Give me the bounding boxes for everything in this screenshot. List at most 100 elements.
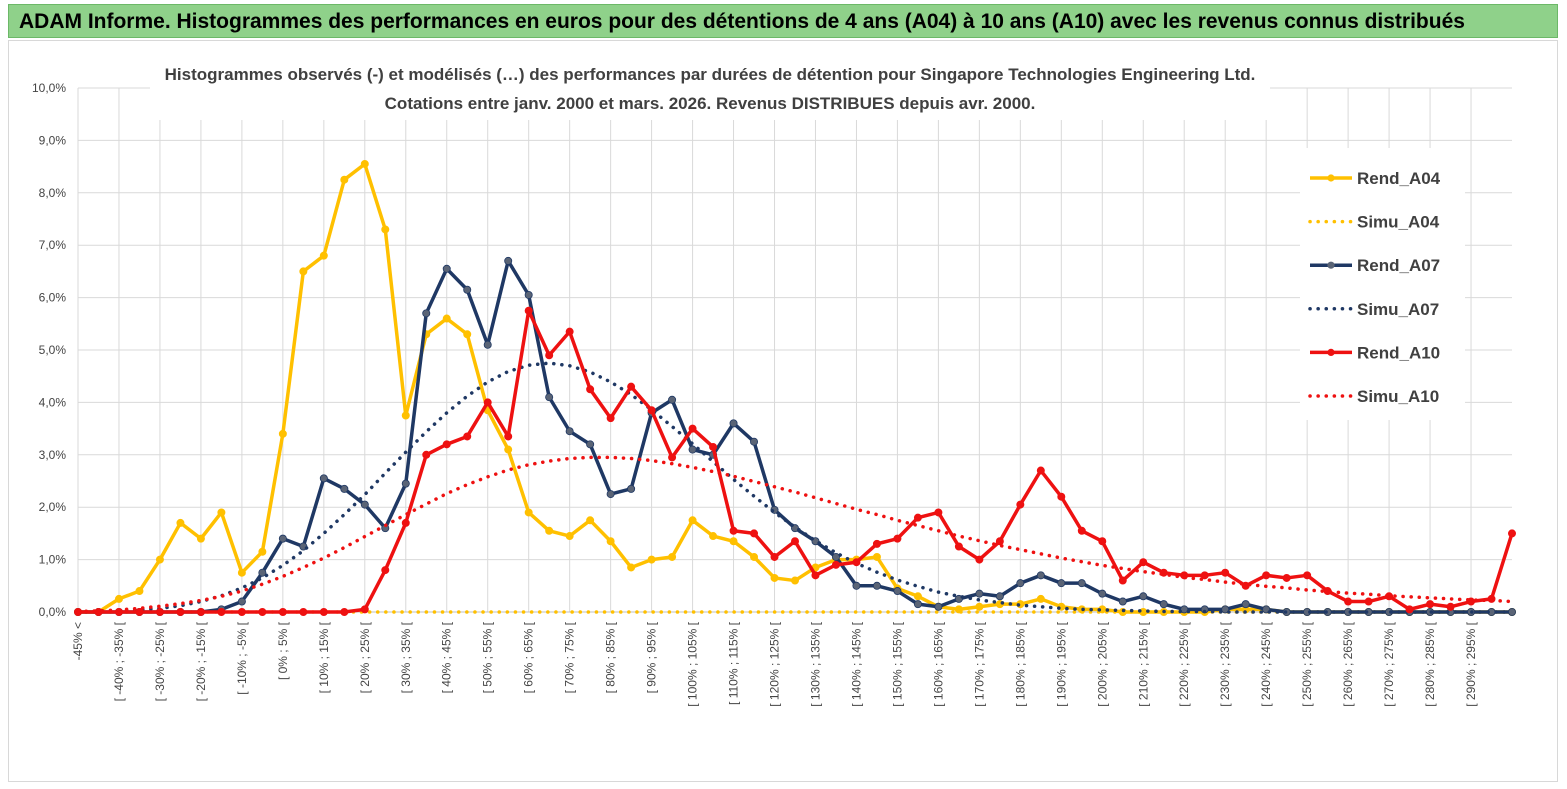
data-point-rend-a10 (586, 385, 595, 394)
data-point-rend-a10 (1364, 597, 1373, 606)
data-point-rend-a07 (442, 264, 451, 273)
data-point-rend-a07 (1241, 600, 1250, 609)
data-point-rend-a10 (627, 382, 636, 391)
x-tick-label: [ 50% ; 55% [ (481, 621, 495, 693)
data-point-rend-a10 (1077, 526, 1086, 535)
data-point-rend-a07 (975, 589, 984, 598)
x-tick-label: [ 40% ; 45% [ (440, 621, 454, 693)
data-point-rend-a10 (319, 608, 328, 617)
data-point-rend-a07 (340, 484, 349, 493)
data-point-rend-a10 (668, 453, 677, 462)
data-point-rend-a07 (1180, 605, 1189, 614)
data-point-rend-a10 (463, 432, 472, 441)
data-point-rend-a10 (442, 440, 451, 449)
data-point-rend-a04 (913, 592, 922, 601)
legend-label-simu-a10: Simu_A10 (1357, 387, 1439, 406)
data-point-rend-a10 (1282, 573, 1291, 582)
data-point-rend-a10 (401, 518, 410, 527)
data-point-rend-a10 (831, 560, 840, 569)
data-point-rend-a10 (1036, 466, 1045, 475)
x-tick-label: [ 250% ; 255% [ (1300, 621, 1314, 706)
chart-frame (8, 40, 1558, 782)
x-tick-label: [ 200% ; 205% [ (1095, 621, 1109, 706)
data-point-rend-a04 (606, 537, 615, 546)
data-point-rend-a07 (1118, 597, 1127, 606)
data-point-rend-a07 (1098, 589, 1107, 598)
title-backing (150, 58, 1270, 120)
data-point-rend-a07 (360, 500, 369, 509)
y-tick-label: 1,0% (39, 553, 67, 567)
data-point-rend-a04 (135, 587, 144, 596)
data-point-rend-a04 (770, 573, 779, 582)
y-tick-label: 2,0% (39, 500, 67, 514)
data-point-rend-a10 (1303, 571, 1312, 580)
data-point-rend-a04 (565, 532, 574, 541)
data-point-rend-a10 (954, 542, 963, 551)
data-point-rend-a10 (872, 539, 881, 548)
data-point-rend-a10 (750, 529, 759, 538)
data-point-rend-a10 (811, 571, 820, 580)
x-tick-label: [ 140% ; 145% [ (849, 621, 863, 706)
data-point-rend-a10 (1139, 558, 1148, 567)
x-tick-label: [ 160% ; 165% [ (931, 621, 945, 706)
data-point-rend-a07 (893, 587, 902, 596)
data-point-rend-a07 (1221, 605, 1230, 614)
y-tick-label: 7,0% (39, 238, 67, 252)
data-point-rend-a07 (627, 484, 636, 493)
x-tick-label: [ 110% ; 115% [ (727, 621, 741, 705)
legend-marker-rend-a10 (1327, 348, 1335, 356)
legend-marker-rend-a04 (1327, 174, 1335, 182)
data-point-rend-a04 (442, 314, 451, 323)
x-tick-label: [ 150% ; 155% [ (890, 621, 904, 706)
data-point-rend-a07 (1036, 571, 1045, 580)
data-point-rend-a07 (913, 600, 922, 609)
data-point-rend-a10 (995, 537, 1004, 546)
x-tick-label: [ 20% ; 25% [ (358, 621, 372, 693)
data-point-rend-a07 (729, 419, 738, 428)
y-tick-label: 6,0% (39, 291, 67, 305)
x-tick-label: [ 80% ; 85% [ (604, 621, 618, 693)
data-point-rend-a07 (995, 592, 1004, 601)
data-point-rend-a04 (668, 552, 677, 561)
data-point-rend-a10 (1446, 602, 1455, 611)
x-tick-label: [ 220% ; 225% [ (1177, 621, 1191, 706)
x-tick-label: [ 290% ; 295% [ (1464, 621, 1478, 706)
data-point-rend-a07 (1057, 579, 1066, 588)
data-point-rend-a04 (729, 537, 738, 546)
x-tick-label: [ 10% ; 15% [ (317, 621, 331, 693)
data-point-rend-a04 (1036, 594, 1045, 603)
data-point-rend-a10 (606, 414, 615, 423)
data-point-rend-a10 (1057, 492, 1066, 501)
data-point-rend-a07 (1077, 579, 1086, 588)
legend-box (1300, 148, 1465, 420)
data-point-rend-a07 (668, 395, 677, 404)
data-point-rend-a07 (463, 285, 472, 294)
data-point-rend-a04 (463, 330, 472, 339)
data-point-rend-a04 (627, 563, 636, 572)
data-point-rend-a10 (196, 608, 205, 617)
data-point-rend-a10 (770, 552, 779, 561)
data-point-rend-a07 (565, 427, 574, 436)
data-point-rend-a10 (237, 608, 246, 617)
data-point-rend-a04 (360, 159, 369, 168)
x-tick-label: [ 230% ; 235% [ (1218, 621, 1232, 706)
data-point-rend-a07 (606, 490, 615, 499)
data-point-rend-a10 (381, 566, 390, 575)
title-banner: ADAM Informe. Histogrammes des performan… (8, 4, 1558, 38)
data-point-rend-a10 (340, 608, 349, 617)
series-line-simu-a07 (76, 361, 1514, 614)
legend-label-rend-a04: Rend_A04 (1357, 169, 1441, 188)
data-point-rend-a07 (852, 581, 861, 590)
data-point-rend-a07 (258, 568, 267, 577)
banner-title: ADAM Informe. Histogrammes des performan… (19, 10, 1465, 33)
legend-label-simu-a07: Simu_A07 (1357, 300, 1439, 319)
data-point-rend-a10 (934, 508, 943, 517)
x-tick-label: [ 260% ; 265% [ (1341, 621, 1355, 706)
x-tick-label: [ -30% ; -25% [ (153, 621, 167, 701)
data-point-rend-a10 (278, 608, 287, 617)
data-point-rend-a07 (1016, 579, 1025, 588)
data-point-rend-a07 (688, 445, 697, 454)
data-point-rend-a04 (196, 534, 205, 543)
x-tick-label: [ 190% ; 195% [ (1054, 621, 1068, 706)
data-point-rend-a10 (791, 537, 800, 546)
